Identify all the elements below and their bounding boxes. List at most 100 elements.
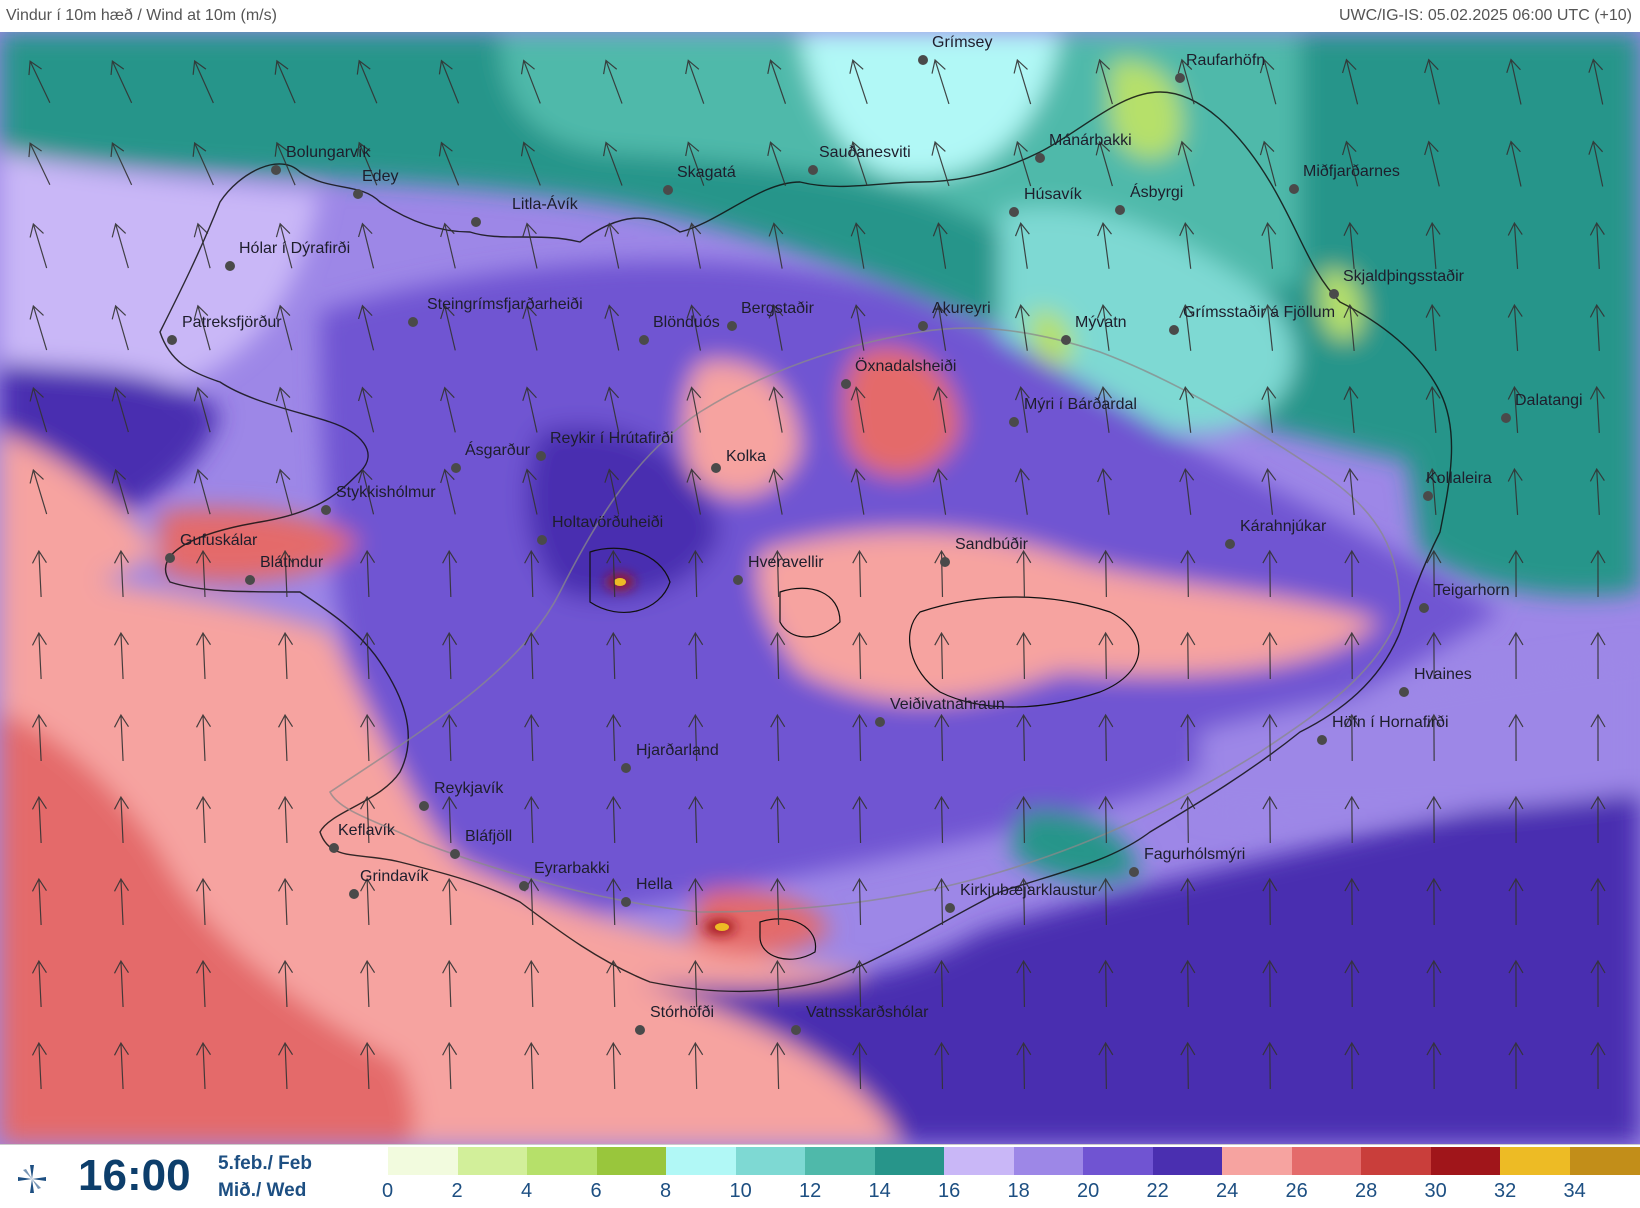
station-label: Reykir í Hrútafirði: [550, 430, 674, 447]
legend-tick: 16: [938, 1180, 961, 1202]
legend-swatch: [596, 1147, 667, 1175]
wind-arrow: [195, 713, 212, 762]
wind-arrow: [931, 140, 950, 187]
station-dot: [1419, 603, 1429, 613]
station-dot: [639, 335, 649, 345]
station-label: Veiðivatnahraun: [890, 696, 1005, 713]
wind-arrow: [1590, 549, 1606, 598]
wind-arrow: [29, 386, 48, 433]
wind-arrow: [1262, 959, 1278, 1008]
station-label: Sandbúðir: [955, 536, 1028, 553]
wind-arrow: [1095, 140, 1113, 187]
wind-arrow: [275, 222, 293, 269]
wind-arrow: [606, 1041, 622, 1090]
wind-arrow: [1179, 385, 1195, 433]
wind-arrow: [934, 959, 950, 1008]
wind-arrow: [195, 631, 212, 680]
wind-arrow: [604, 222, 620, 269]
field-salmon-oxnadal: [843, 346, 960, 477]
legend-swatch: [1361, 1147, 1431, 1175]
wind-arrow: [1588, 58, 1604, 105]
field-purple-se: [1200, 652, 1640, 816]
wind-map[interactable]: Grímsey Raufarhöfn Mánárbakki Sauðanesvi…: [0, 32, 1640, 1144]
wind-arrow: [1262, 713, 1278, 762]
wind-arrow: [850, 304, 866, 351]
legend-swatch: [666, 1147, 736, 1175]
wind-arrow: [1016, 795, 1032, 844]
station-label: Akureyri: [932, 300, 991, 317]
wind-arrow: [1098, 795, 1114, 844]
wind-arrow: [852, 959, 868, 1008]
wind-arrow: [768, 304, 784, 351]
wind-arrow: [1097, 468, 1112, 515]
legend-swatch: [1083, 1147, 1153, 1175]
wind-arrow: [438, 141, 460, 186]
wind-arrow: [1506, 140, 1522, 187]
station-dot: [635, 1025, 645, 1035]
wind-arrow: [688, 959, 704, 1008]
wind-arrow: [1426, 1041, 1442, 1090]
wind-arrow: [606, 959, 622, 1008]
wind-arrow: [852, 795, 868, 844]
wind-arrow: [110, 142, 133, 186]
wind-arrow: [111, 304, 129, 351]
legend-tick: 10: [729, 1180, 752, 1202]
legend-tick: 12: [799, 1180, 822, 1202]
wind-arrow: [278, 877, 294, 926]
wind-arrow: [1588, 140, 1604, 187]
wind-arrow: [360, 713, 376, 762]
station-dot: [918, 55, 928, 65]
wind-arrow: [1180, 877, 1196, 926]
wind-arrow: [1098, 1041, 1114, 1090]
wind-arrow: [852, 549, 868, 598]
wind-arrow: [1426, 549, 1442, 598]
map-title: Vindur í 10m hæð / Wind at 10m (m/s): [6, 7, 277, 24]
wind-arrow: [934, 795, 950, 844]
wind-arrow: [1014, 468, 1030, 515]
station-dot: [536, 451, 546, 461]
station-dot: [733, 575, 743, 585]
wind-arrow: [1016, 877, 1032, 926]
station-dot: [1225, 539, 1235, 549]
glacier-myrdalsjokull: [759, 918, 817, 960]
wind-arrow: [1590, 959, 1606, 1008]
wind-arrow: [357, 386, 375, 433]
legend-tick: 20: [1077, 1180, 1100, 1202]
station-dot: [419, 801, 429, 811]
wind-arrow: [438, 59, 460, 104]
legend-swatch: [1152, 1147, 1223, 1175]
wind-icon[interactable]: [12, 1159, 52, 1199]
forecast-time: 16:00: [78, 1151, 191, 1200]
legend-swatch: [1013, 1147, 1084, 1175]
wind-arrow: [686, 468, 702, 515]
wind-arrow: [934, 877, 950, 926]
station-dot: [1317, 735, 1327, 745]
wind-arrow: [1261, 303, 1277, 351]
station-dot: [808, 165, 818, 175]
field-hotspot-core-2: [715, 923, 729, 931]
wind-arrow: [1016, 713, 1032, 762]
wind-arrow: [849, 141, 868, 187]
wind-arrow: [1343, 385, 1359, 433]
wind-arrow: [28, 142, 51, 186]
wind-arrow: [1590, 795, 1606, 844]
station-dot: [1129, 867, 1139, 877]
wind-arrow: [686, 386, 702, 433]
wind-arrow: [1590, 1041, 1606, 1090]
wind-arrow: [686, 304, 702, 351]
station-dot: [621, 897, 631, 907]
station-label: Sauðanesviti: [819, 144, 911, 161]
legend-swatch: [457, 1147, 528, 1175]
wind-arrow: [278, 631, 294, 680]
legend-swatch: [388, 1147, 458, 1175]
forecast-date: 5.feb./ Feb: [218, 1153, 312, 1174]
station-label: Gufuskálar: [180, 532, 258, 549]
station-label: Öxnadalsheiði: [855, 358, 957, 375]
wind-arrow: [357, 304, 375, 351]
wind-arrow: [360, 959, 376, 1008]
station-label: Keflavík: [338, 822, 395, 839]
station-label: Stórhöfði: [650, 1004, 715, 1021]
wind-arrow: [442, 713, 458, 762]
forecast-weekday: Mið./ Wed: [218, 1180, 307, 1201]
station-dot: [349, 889, 359, 899]
